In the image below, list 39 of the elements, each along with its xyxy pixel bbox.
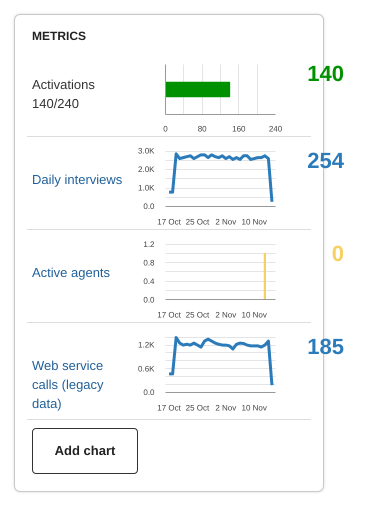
y-tick-label: 0.4 <box>143 277 156 286</box>
x-tick-label: 2 Nov <box>215 218 236 227</box>
text: 140 <box>307 60 344 88</box>
line-series <box>168 336 274 387</box>
text: Web service calls (legacy data) <box>32 357 105 413</box>
y-tick-label: 0.6K <box>138 364 156 374</box>
x-tick-label: 10 Nov <box>242 218 267 227</box>
text: Activations 140/240 <box>32 76 96 113</box>
text: Daily interviews <box>32 171 122 190</box>
y-tick-label: 2.0K <box>138 165 156 174</box>
y-tick-label: 0.0 <box>143 388 156 398</box>
x-tick-label: 25 Oct <box>186 310 210 320</box>
y-tick-label: 1.0K <box>138 184 156 193</box>
y-tick-label: 1.2 <box>143 240 156 250</box>
y-tick-label: 0.0 <box>143 202 156 212</box>
x-tick-label: 10 Nov <box>242 310 267 320</box>
x-tick-label: 240 <box>268 124 283 134</box>
text: METRICS <box>32 28 86 45</box>
x-tick-label: 10 Nov <box>242 404 267 413</box>
text: 254 <box>307 147 344 176</box>
x-tick-label: 160 <box>232 124 246 134</box>
x-tick-label: 0 <box>163 124 168 134</box>
x-tick-label: 25 Oct <box>186 404 210 413</box>
x-tick-label: 17 Oct <box>157 218 182 227</box>
y-tick-label: 1.2K <box>138 340 156 350</box>
y-tick-label: 0.8 <box>143 258 156 268</box>
text: 0 <box>332 240 344 268</box>
text: Active agents <box>32 264 110 282</box>
y-tick-label: 0.0 <box>143 296 156 305</box>
text: 185 <box>307 333 344 362</box>
x-tick-label: 25 Oct <box>186 218 210 227</box>
x-tick-label: 2 Nov <box>215 404 236 413</box>
x-tick-label: 2 Nov <box>215 310 236 320</box>
line-series <box>168 152 274 204</box>
x-tick-label: 17 Oct <box>157 404 182 413</box>
y-tick-label: 3.0K <box>138 146 156 156</box>
x-tick-label: 17 Oct <box>157 310 182 320</box>
text: Add chart <box>54 442 116 460</box>
x-tick-label: 80 <box>198 124 208 134</box>
